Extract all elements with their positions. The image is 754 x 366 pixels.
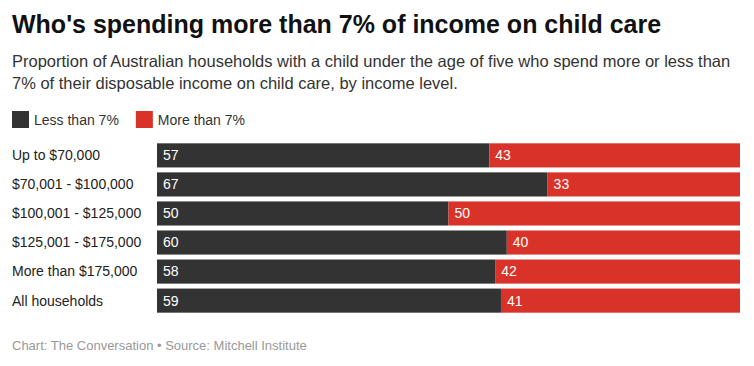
- category-label: Up to $70,000: [12, 147, 100, 163]
- bar: [495, 260, 740, 284]
- bar: [489, 143, 740, 167]
- data-label: 43: [495, 147, 511, 163]
- data-label: 58: [163, 263, 179, 279]
- category-label: More than $175,000: [12, 263, 138, 279]
- category-label: All households: [12, 293, 103, 309]
- legend-label: Less than 7%: [34, 112, 119, 128]
- legend-swatch: [12, 111, 29, 128]
- bar: [157, 201, 449, 225]
- data-label: 59: [163, 293, 179, 309]
- legend: Less than 7% More than 7%: [12, 111, 245, 128]
- category-label: $100,001 - $125,000: [12, 205, 141, 221]
- data-label: 50: [455, 205, 471, 221]
- data-label: 57: [163, 147, 179, 163]
- data-label: 40: [513, 234, 529, 250]
- data-label: 67: [163, 176, 179, 192]
- subtitle: Proportion of Australian households with…: [12, 52, 730, 92]
- bar: [157, 289, 501, 313]
- category-label: $125,001 - $175,000: [12, 234, 141, 250]
- bar: [157, 260, 495, 284]
- bar: [548, 172, 740, 196]
- data-labels: 57 67 50 60 58 59 43 33 50 40 42 41: [163, 147, 569, 308]
- bar: [449, 201, 741, 225]
- bars: [157, 143, 740, 312]
- bar: [157, 143, 489, 167]
- data-label: 60: [163, 234, 179, 250]
- y-axis: Up to $70,000 $70,001 - $100,000 $100,001 …: [12, 147, 141, 308]
- legend-swatch: [136, 111, 153, 128]
- data-label: 42: [501, 263, 517, 279]
- bar: [501, 289, 740, 313]
- data-label: 41: [507, 293, 523, 309]
- bar: [157, 230, 507, 254]
- chart: Who's spending more than 7% of income on…: [0, 0, 754, 366]
- data-label: 50: [163, 205, 179, 221]
- category-label: $70,001 - $100,000: [12, 176, 134, 192]
- title: Who's spending more than 7% of income on…: [12, 10, 661, 38]
- data-label: 33: [554, 176, 570, 192]
- legend-label: More than 7%: [158, 112, 245, 128]
- bar: [507, 230, 740, 254]
- caption: Chart: The Conversation • Source: Mitche…: [12, 338, 307, 353]
- bar: [157, 172, 548, 196]
